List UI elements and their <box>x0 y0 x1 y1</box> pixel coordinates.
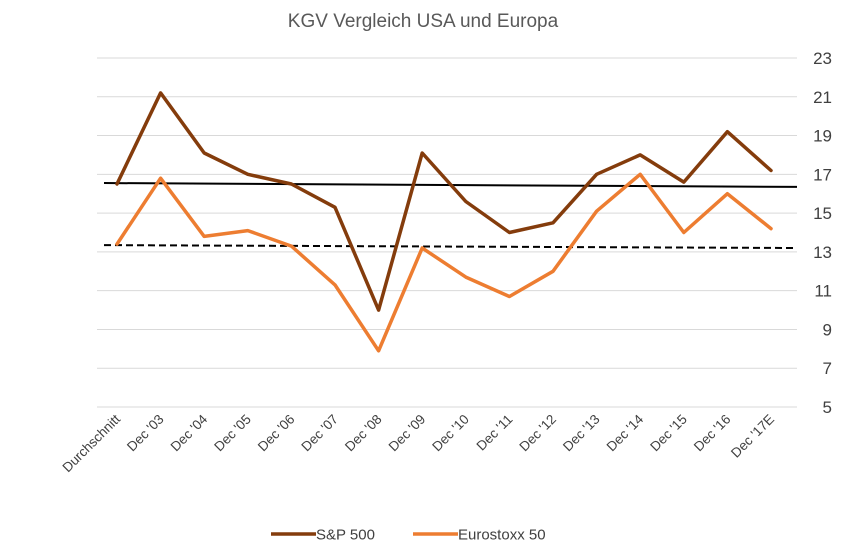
y-tick-label: 5 <box>823 398 832 417</box>
x-tick-label: Dec '17E <box>728 412 777 461</box>
x-tick-label: Dec '11 <box>474 412 516 454</box>
y-tick-label: 17 <box>813 165 832 184</box>
x-tick-label: Dec '09 <box>386 412 429 455</box>
x-axis-tick-labels: Durchschnitt Dec '03 Dec '04 Dec '05 Dec '06… <box>59 411 777 475</box>
legend-label: S&P 500 <box>316 527 375 544</box>
x-tick-label: Dec '15 <box>647 412 690 455</box>
y-tick-label: 7 <box>823 359 832 378</box>
sp500-series-line <box>115 91 773 312</box>
x-tick-label: Dec '05 <box>211 412 254 455</box>
eurostoxx-series-line <box>115 172 773 353</box>
x-tick-label: Dec '04 <box>168 411 211 454</box>
eurostoxx-average-line <box>103 244 798 250</box>
y-tick-label: 9 <box>823 320 832 339</box>
x-tick-label: Dec '10 <box>429 412 472 455</box>
chart-title: KGV Vergleich USA und Europa <box>288 11 559 32</box>
y-tick-label: 15 <box>813 204 832 223</box>
y-tick-label: 21 <box>813 88 832 107</box>
x-tick-label: Dec '13 <box>560 412 603 455</box>
x-tick-label: Dec '03 <box>124 412 167 455</box>
x-tick-label: Dec '12 <box>516 412 559 455</box>
y-tick-label: 13 <box>813 243 832 262</box>
average-reference-lines <box>103 182 798 250</box>
y-tick-label: 23 <box>813 49 832 68</box>
y-axis-tick-labels: 5 7 9 11 13 15 17 19 21 23 <box>813 49 832 417</box>
x-tick-label: Dec '08 <box>342 412 385 455</box>
x-tick-label: Dec '16 <box>691 412 734 455</box>
gridlines <box>97 57 797 408</box>
legend-label: Eurostoxx 50 <box>458 527 546 544</box>
x-tick-label: Dec '06 <box>255 412 298 455</box>
x-tick-label: Dec '14 <box>604 411 647 454</box>
y-tick-label: 19 <box>813 127 832 146</box>
legend: S&P 500 Eurostoxx 50 <box>271 527 546 544</box>
x-tick-label: Dec '07 <box>298 412 341 455</box>
data-series <box>115 91 773 353</box>
x-tick-label: Durchschnitt <box>59 411 123 475</box>
y-tick-label: 11 <box>814 282 832 301</box>
